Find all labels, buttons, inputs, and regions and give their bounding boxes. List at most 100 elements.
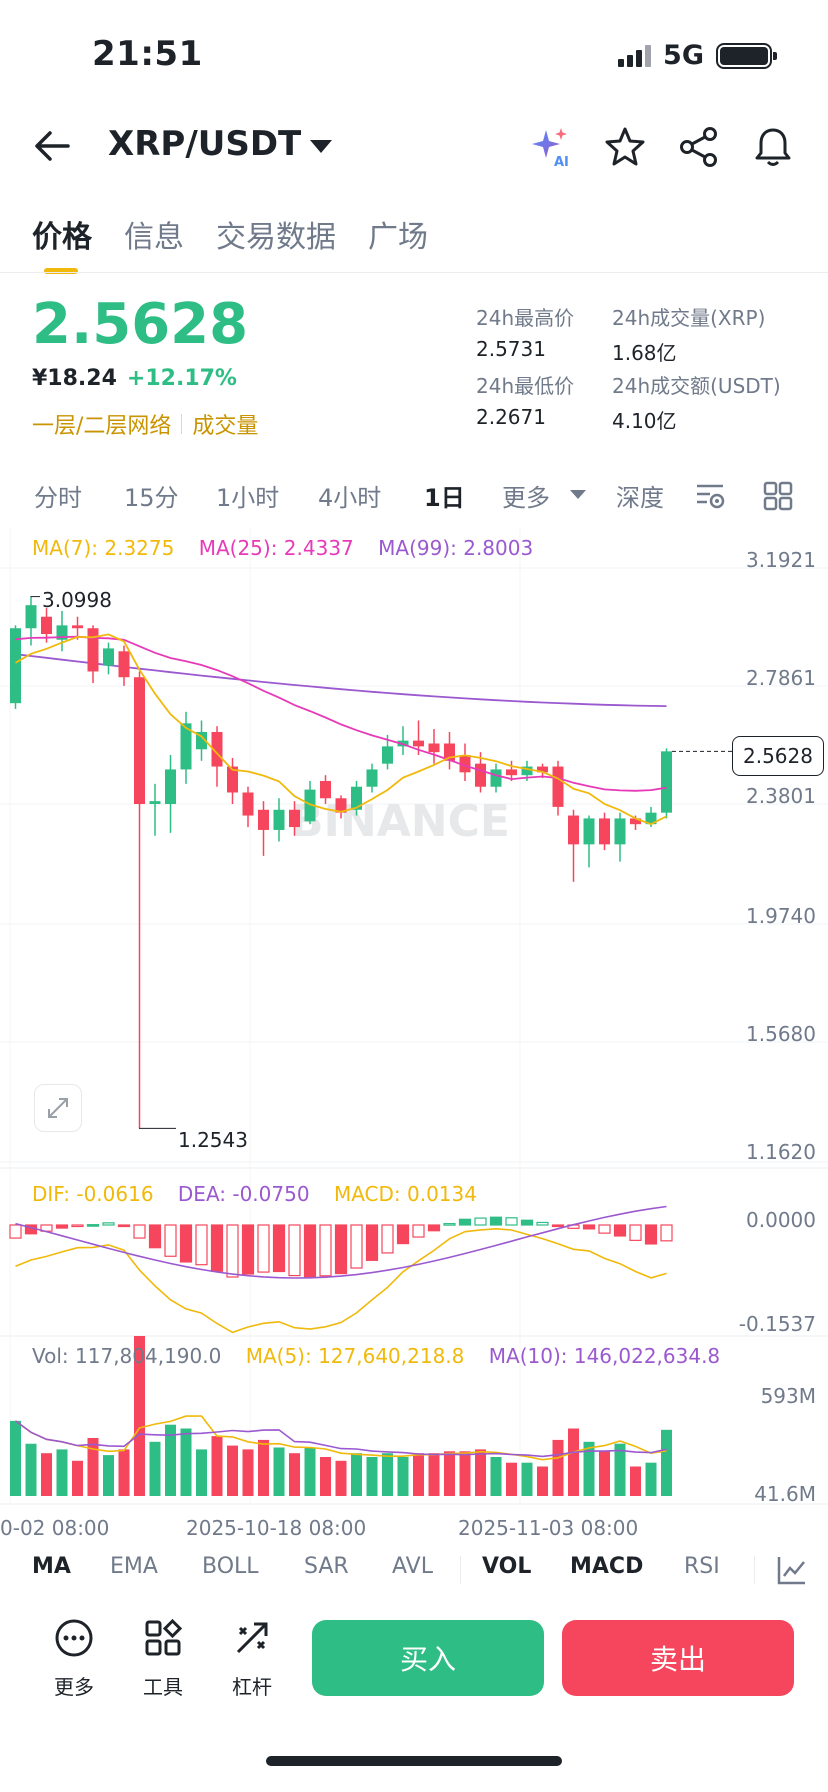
indicator-ma[interactable]: MA — [32, 1554, 71, 1579]
candle-body — [304, 789, 316, 822]
tag-layer-network[interactable]: 一层/二层网络 — [32, 414, 172, 439]
candle-body — [351, 786, 362, 810]
volume-bar — [180, 1428, 192, 1496]
macd-axis-label: -0.1537 — [738, 1312, 816, 1336]
fullscreen-button[interactable] — [34, 1084, 82, 1132]
interval-time[interactable]: 分时 — [34, 484, 82, 512]
tab-price[interactable]: 价格 — [32, 220, 92, 255]
alert-bell-icon[interactable] — [750, 124, 796, 170]
volume-bar — [614, 1443, 626, 1496]
volume-bar — [149, 1441, 161, 1496]
stat-high-value: 2.5731 — [476, 337, 546, 361]
kline-chart[interactable]: BINANCE — [0, 528, 828, 1528]
ma7-legend: MA(7): 2.3275 — [32, 536, 175, 560]
share-icon[interactable] — [676, 124, 722, 170]
volume-bar — [56, 1449, 68, 1496]
interval-more[interactable]: 更多 — [502, 484, 550, 512]
network-label: 5G — [663, 40, 704, 71]
tab-trading-data[interactable]: 交易数据 — [216, 220, 336, 255]
volume-bar — [645, 1462, 657, 1496]
date-label: 2025-10-18 08:00 — [186, 1516, 367, 1540]
macd-bar — [71, 1224, 84, 1228]
more-dots-icon — [55, 1619, 93, 1657]
macd-bar — [613, 1224, 627, 1237]
tags: 一层/二层网络 成交量 — [32, 408, 258, 440]
tag-volume[interactable]: 成交量 — [192, 414, 259, 439]
buy-button[interactable]: 买入 — [312, 1620, 544, 1696]
macd-bar — [257, 1224, 270, 1273]
volume-bar — [397, 1457, 409, 1496]
indicator-sar[interactable]: SAR — [304, 1554, 349, 1579]
volume-bar — [521, 1462, 533, 1496]
indicator-ema[interactable]: EMA — [110, 1554, 158, 1579]
sell-button[interactable]: 卖出 — [562, 1620, 794, 1696]
interval-15m[interactable]: 15分 — [124, 484, 179, 512]
volume-bar — [475, 1449, 486, 1496]
indicator-macd[interactable]: MACD — [570, 1554, 644, 1579]
vol-ma10-line — [15, 1420, 667, 1458]
volume-bars — [10, 1336, 672, 1496]
volume-bar — [258, 1439, 269, 1496]
dea-line — [15, 1205, 667, 1279]
tab-square[interactable]: 广场 — [368, 220, 428, 255]
macd-value-legend: MACD: 0.0134 — [333, 1182, 477, 1206]
stat-volume-value: 1.68亿 — [612, 341, 677, 365]
layout-grid-icon[interactable] — [762, 480, 794, 512]
candle-body — [413, 740, 424, 747]
volume-bar — [118, 1449, 130, 1496]
candle-body — [180, 723, 192, 770]
macd-bar — [412, 1224, 425, 1238]
more-action[interactable]: 更多 — [44, 1618, 104, 1700]
more-label: 更多 — [54, 1675, 94, 1699]
price-axis-label: 1.5680 — [746, 1022, 816, 1046]
interval-4h[interactable]: 4小时 — [318, 484, 382, 512]
candle-body — [211, 731, 223, 767]
candle-body — [56, 625, 68, 640]
volume-bar — [599, 1451, 610, 1496]
tools-action[interactable]: 工具 — [133, 1618, 193, 1700]
indicator-divider — [754, 1556, 755, 1584]
interval-depth[interactable]: 深度 — [616, 484, 664, 512]
candle-body — [506, 769, 517, 776]
stat-low: 24h最低价 2.2671 — [476, 370, 574, 429]
stat-high-label: 24h最高价 — [476, 306, 575, 330]
leverage-label: 杠杆 — [232, 1675, 272, 1699]
tab-info[interactable]: 信息 — [124, 220, 184, 255]
ai-sparkle-icon[interactable]: AI — [528, 124, 574, 170]
interval-1d[interactable]: 1日 — [424, 484, 465, 512]
macd-bar — [536, 1221, 549, 1226]
volume-bar — [273, 1447, 285, 1496]
volume-bar — [335, 1460, 347, 1496]
leverage-action[interactable]: 杠杆 — [222, 1618, 282, 1700]
volume-bar — [661, 1429, 672, 1496]
candle-body — [196, 731, 207, 750]
high-price-marker: 3.0998 — [42, 588, 112, 612]
macd-bar — [288, 1224, 301, 1277]
indicator-vol[interactable]: VOL — [482, 1554, 532, 1579]
page-tabs: 价格 信息 交易数据 广场 — [32, 212, 428, 256]
macd-bar — [381, 1224, 394, 1254]
ma-legend: MA(7): 2.3275 MA(25): 2.4337 MA(99): 2.8… — [32, 536, 533, 560]
macd-bar — [489, 1216, 503, 1226]
macd-bar — [396, 1224, 410, 1245]
tools-label: 工具 — [143, 1675, 183, 1699]
indicator-avl[interactable]: AVL — [392, 1554, 433, 1579]
pair-selector[interactable]: XRP/USDT — [108, 124, 302, 164]
back-arrow-icon[interactable] — [30, 124, 74, 168]
pair-dropdown-icon[interactable] — [310, 140, 332, 153]
indicator-rsi[interactable]: RSI — [684, 1554, 720, 1579]
favorite-star-icon[interactable] — [602, 124, 648, 170]
stat-amount: 24h成交额(USDT) 4.10亿 — [612, 370, 781, 434]
interval-1h[interactable]: 1小时 — [216, 484, 280, 512]
price-axis-label: 1.1620 — [746, 1140, 816, 1164]
volume-bar — [320, 1457, 331, 1496]
stat-volume: 24h成交量(XRP) 1.68亿 — [612, 302, 765, 366]
more-caret-icon[interactable] — [570, 490, 586, 499]
chart-settings-icon[interactable] — [776, 1554, 808, 1586]
indicator-boll[interactable]: BOLL — [202, 1554, 259, 1579]
candle-body — [645, 812, 657, 825]
indicator-settings-icon[interactable] — [694, 480, 726, 512]
indicator-divider — [460, 1556, 461, 1584]
vol-axis-label: 41.6M — [754, 1482, 816, 1506]
candle-body — [10, 628, 21, 704]
